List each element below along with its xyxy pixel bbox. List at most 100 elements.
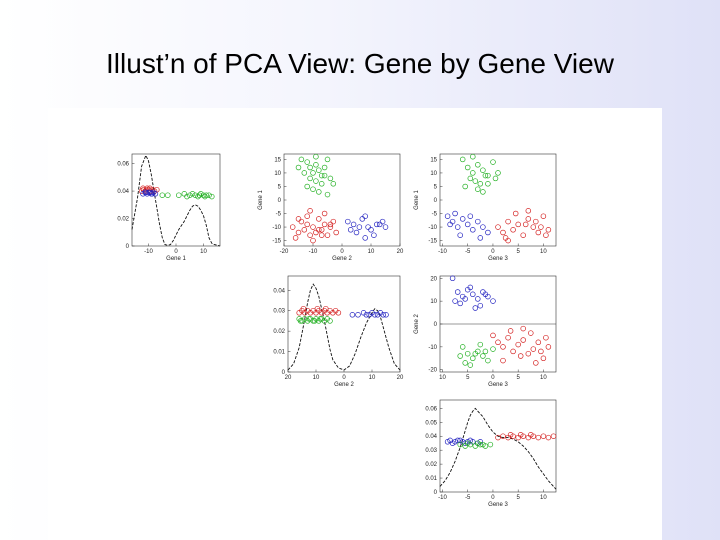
y-tick-label: -20 — [428, 368, 437, 374]
y-tick-label: -10 — [428, 225, 437, 231]
data-point-green — [295, 164, 302, 171]
data-point-green — [324, 316, 330, 322]
x-tick-label: 0 — [491, 375, 495, 381]
y-tick-label: -15 — [272, 239, 281, 245]
axes-frame — [439, 399, 557, 493]
data-point-red — [321, 210, 328, 217]
data-point-blue — [371, 232, 377, 238]
data-point-red — [321, 221, 328, 228]
data-point-blue — [467, 213, 474, 219]
data-point-blue — [454, 289, 461, 295]
data-point-green — [459, 344, 466, 350]
y-axis-label: Gene 1 — [414, 189, 420, 209]
y-tick-label: 0.06 — [425, 406, 437, 412]
data-point-green — [470, 355, 476, 362]
data-point-red — [500, 344, 506, 350]
data-point-red — [517, 353, 524, 359]
data-point-green — [313, 162, 319, 168]
y-tick-label: 0.01 — [273, 350, 285, 356]
y-tick-label: 10 — [430, 299, 437, 305]
data-point-red — [505, 334, 511, 341]
data-point-green — [327, 318, 333, 324]
data-point-green — [480, 441, 486, 448]
data-point-blue — [452, 298, 458, 304]
data-point-green — [457, 441, 463, 448]
data-point-green — [321, 164, 328, 171]
data-point-red — [528, 432, 534, 438]
data-point-green — [467, 175, 474, 182]
y-tick-label: 0.01 — [425, 476, 437, 482]
x-tick-label: 10 — [313, 375, 320, 381]
data-point-blue — [462, 296, 468, 302]
x-axis-label: Gene 3 — [488, 502, 508, 508]
data-point-green — [467, 362, 474, 368]
data-point-red — [318, 227, 325, 233]
data-point-green — [495, 170, 501, 176]
x-tick-label: -5 — [465, 249, 471, 255]
data-point-green — [159, 192, 166, 198]
y-tick-label: 0 — [126, 244, 130, 250]
data-point-red — [505, 218, 511, 225]
data-point-green — [206, 192, 212, 198]
data-point-red — [495, 224, 501, 230]
data-point-red — [525, 216, 532, 222]
data-point-blue — [376, 221, 383, 228]
data-point-green — [485, 181, 491, 187]
x-tick-label: 10 — [540, 375, 547, 381]
data-point-red — [500, 433, 506, 439]
data-point-blue — [372, 312, 378, 318]
data-point-blue — [459, 216, 466, 222]
data-point-red — [545, 344, 552, 350]
data-point-red — [323, 305, 329, 312]
data-point-green — [203, 192, 210, 198]
x-tick-label: 20 — [397, 375, 404, 381]
data-point-red — [295, 216, 302, 222]
data-point-red — [538, 224, 544, 230]
data-point-red — [520, 337, 526, 343]
data-point-red — [500, 357, 506, 364]
data-point-blue — [467, 284, 474, 291]
data-point-green — [187, 192, 193, 198]
data-point-red — [507, 432, 514, 438]
data-point-red — [505, 237, 511, 244]
data-point-blue — [143, 189, 149, 196]
y-tick-label: 10 — [430, 171, 437, 177]
y-tick-label: 0.02 — [425, 462, 437, 468]
data-point-blue — [449, 275, 456, 282]
data-point-red — [330, 218, 337, 225]
data-point-green — [310, 186, 316, 192]
data-point-blue — [452, 210, 458, 217]
data-point-red — [327, 221, 334, 228]
data-point-red — [324, 232, 331, 238]
figure-panel: -10 0 10 0 0.02 0.04 0.06 Gene 1 -20 -10 0 10 20 -15-… — [48, 108, 662, 540]
data-point-red — [510, 348, 516, 355]
data-point-red — [300, 305, 307, 312]
y-tick-label: 15 — [430, 157, 437, 163]
data-point-green — [490, 159, 496, 165]
x-axis-label: Gene 3 — [488, 382, 508, 388]
data-point-blue — [363, 312, 370, 318]
data-point-red — [316, 216, 322, 222]
data-point-green — [196, 192, 203, 198]
data-point-red — [522, 221, 529, 228]
data-point-red — [540, 213, 547, 219]
axes-frame — [131, 153, 221, 247]
data-point-blue — [477, 235, 484, 241]
axes-frame — [287, 275, 401, 373]
data-point-blue — [452, 439, 458, 445]
data-point-green — [324, 156, 331, 163]
data-point-blue — [447, 221, 453, 228]
data-point-blue — [380, 312, 386, 318]
data-point-green — [184, 193, 190, 200]
y-tick-label: 0 — [434, 490, 438, 496]
slide-title: Illust’n of PCA View: Gene by Gene View — [106, 48, 614, 79]
data-point-blue — [359, 216, 366, 222]
data-point-blue — [482, 291, 489, 298]
y-tick-label: 0.04 — [273, 288, 285, 294]
data-point-green — [318, 181, 325, 187]
data-point-green — [485, 172, 491, 179]
data-point-red — [540, 433, 547, 439]
data-point-red — [515, 221, 521, 228]
